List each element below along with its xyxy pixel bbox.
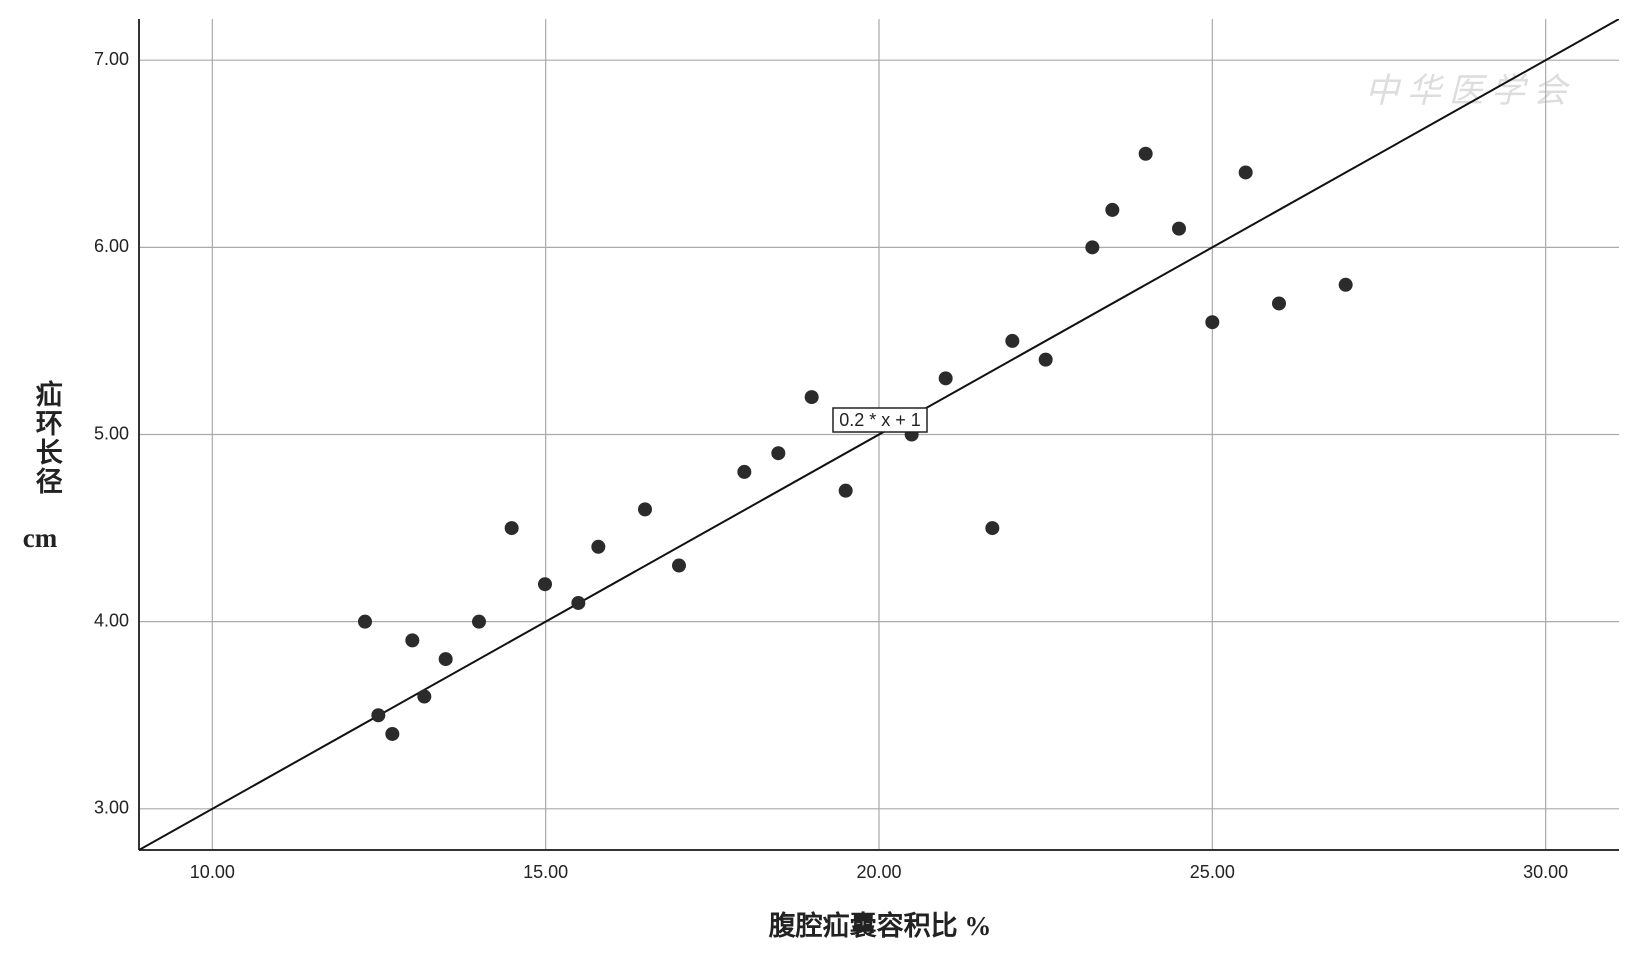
y-tick-label: 5.00	[94, 423, 129, 443]
point	[1238, 165, 1253, 180]
y-tick-label: 4.00	[94, 610, 129, 630]
point	[538, 577, 552, 592]
x-tick-label: 10.00	[190, 862, 235, 882]
point	[358, 614, 372, 629]
watermark: 中华医学会	[1365, 72, 1575, 110]
point	[591, 539, 606, 554]
point	[438, 652, 453, 667]
x-tick-label: 25.00	[1190, 862, 1235, 882]
fit-label: 0.2 * x + 1	[839, 410, 921, 430]
point	[1338, 277, 1353, 292]
point	[838, 483, 853, 498]
point	[1172, 221, 1186, 236]
y-axis-title: 疝环长径	[32, 380, 63, 496]
x-axis-title: 腹腔疝囊容积比 %	[768, 910, 992, 941]
y-tick-label: 3.00	[94, 798, 129, 818]
fit-label-box	[832, 407, 928, 433]
point	[405, 633, 420, 648]
point	[737, 464, 752, 479]
point	[1138, 146, 1153, 161]
point	[938, 371, 953, 386]
point	[804, 390, 819, 405]
point	[1105, 202, 1120, 217]
point	[672, 558, 686, 573]
point	[1272, 296, 1286, 311]
point	[371, 708, 386, 723]
point	[571, 595, 586, 610]
y-tick-label: 7.00	[94, 49, 129, 69]
point	[985, 521, 1000, 536]
point	[638, 502, 652, 517]
x-tick-label: 20.00	[856, 862, 901, 882]
point	[385, 726, 400, 741]
x-tick-label: 15.00	[523, 862, 568, 882]
point	[1038, 352, 1053, 367]
point	[417, 689, 432, 704]
y-tick-label: 6.00	[94, 236, 129, 256]
point	[1205, 315, 1220, 330]
point	[1085, 240, 1100, 255]
point	[771, 446, 786, 461]
x-tick-label: 30.00	[1523, 862, 1568, 882]
point	[504, 521, 519, 536]
y-axis-unit: cm	[23, 523, 58, 553]
fit-line	[139, 19, 1619, 850]
point	[472, 614, 486, 629]
point	[1005, 333, 1020, 348]
